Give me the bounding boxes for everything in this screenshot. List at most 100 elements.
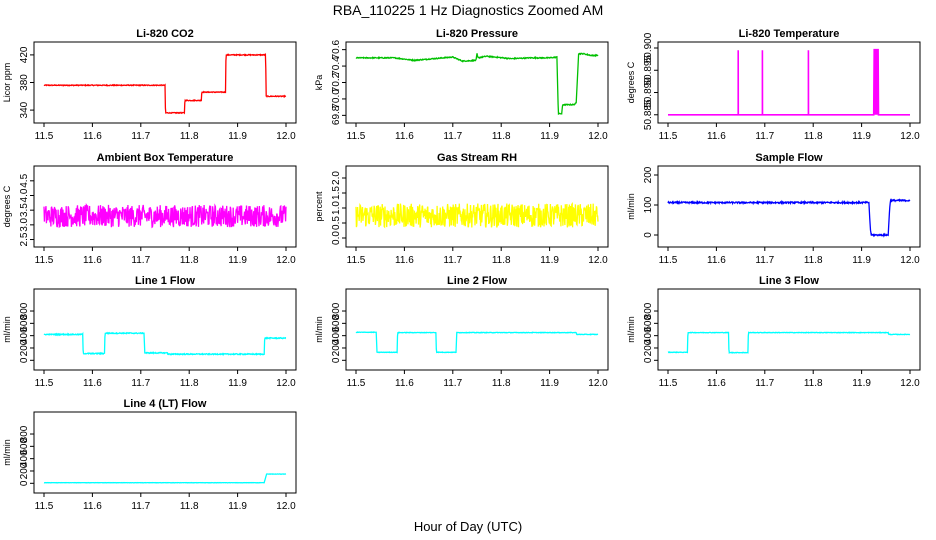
x-tick-label: 11.9: [228, 131, 247, 142]
x-tick-label: 11.8: [492, 255, 511, 266]
y-tick-label: 200: [643, 339, 654, 356]
plot-frame: [345, 165, 609, 248]
y-tick-label: 70.4: [331, 56, 342, 76]
y-tick-label: 340: [19, 101, 30, 118]
x-tick-label: 11.9: [852, 255, 871, 266]
panel-title: Li-820 Pressure: [436, 28, 518, 40]
series-line: [667, 331, 911, 355]
plot-frame: [345, 288, 609, 371]
x-tick-label: 11.8: [180, 378, 199, 389]
x-tick-label: 11.5: [35, 378, 54, 389]
y-tick-label: 0.0: [331, 231, 342, 245]
y-tick-label: 50.895: [643, 55, 654, 86]
panel-6: Sample Flow ml/min 0 100 200 11.5 11.6 11.7 11.8…: [626, 152, 921, 266]
y-tick-label: 1.0: [331, 201, 342, 215]
x-tick-label: 11.8: [804, 255, 823, 266]
y-axis-label: ml/min: [314, 316, 324, 343]
x-tick-label: 11.6: [83, 501, 102, 512]
series-line: [668, 48, 910, 116]
panel-title: Line 3 Flow: [759, 275, 819, 287]
y-axis-label: kPa: [314, 75, 324, 91]
series-line: [43, 331, 287, 357]
series-line: [43, 52, 287, 115]
y-axis-label: degrees C: [2, 185, 12, 227]
y-tick-label: 200: [331, 339, 342, 356]
x-tick-label: 11.5: [659, 255, 678, 266]
x-tick-label: 11.7: [131, 378, 150, 389]
figure-x-axis-label: Hour of Day (UTC): [414, 519, 522, 534]
y-tick-label: 3.5: [19, 203, 30, 217]
x-tick-label: 11.8: [180, 131, 199, 142]
y-tick-label: 100: [643, 196, 654, 213]
x-tick-label: 11.7: [443, 378, 462, 389]
x-tick-label: 11.7: [131, 131, 150, 142]
x-tick-label: 11.6: [395, 378, 414, 389]
panel-title: Sample Flow: [755, 152, 823, 164]
x-tick-label: 11.5: [659, 131, 678, 142]
y-tick-label: 200: [643, 166, 654, 183]
y-tick-label: 400: [643, 327, 654, 344]
y-tick-label: 70.2: [331, 72, 342, 92]
x-tick-label: 11.5: [35, 255, 54, 266]
x-tick-label: 11.6: [395, 255, 414, 266]
y-tick-label: 2.5: [19, 232, 30, 246]
y-tick-label: 50.890: [643, 77, 654, 108]
panel-title: Line 2 Flow: [447, 275, 507, 287]
x-tick-label: 11.6: [707, 255, 726, 266]
x-tick-label: 11.6: [83, 255, 102, 266]
y-tick-label: 0: [643, 357, 654, 363]
plot-frame: [33, 165, 297, 248]
y-tick-label: 200: [19, 462, 30, 479]
y-tick-label: 69.8: [331, 105, 342, 125]
y-tick-label: 400: [331, 327, 342, 344]
x-tick-label: 11.5: [347, 378, 366, 389]
y-tick-label: 400: [19, 327, 30, 344]
series-line: [355, 331, 599, 354]
y-tick-label: 0: [19, 480, 30, 486]
y-tick-label: 70.6: [331, 39, 342, 59]
x-tick-label: 11.6: [83, 378, 102, 389]
y-axis-label: degrees C: [626, 61, 636, 103]
x-tick-label: 12.0: [276, 131, 296, 142]
plot-frame: [657, 288, 921, 371]
panel-grid: Li-820 CO2 Licor ppm 340 380 420 11.5 11.6 11.7…: [2, 28, 921, 512]
series-line: [43, 473, 287, 484]
x-tick-label: 11.8: [804, 378, 823, 389]
y-tick-label: 800: [331, 302, 342, 319]
y-tick-label: 420: [19, 46, 30, 63]
x-tick-label: 11.7: [443, 255, 462, 266]
y-tick-label: 0.5: [331, 216, 342, 230]
series-line: [667, 198, 911, 238]
x-tick-label: 12.0: [900, 255, 920, 266]
series-line: [355, 52, 599, 116]
y-tick-label: 0: [331, 357, 342, 363]
y-tick-label: 2.0: [331, 171, 342, 185]
panel-title: Li-820 Temperature: [739, 28, 840, 40]
plot-frame: [33, 288, 297, 371]
x-tick-label: 11.7: [755, 131, 774, 142]
y-axis-label: ml/min: [2, 316, 12, 343]
x-tick-label: 11.8: [492, 378, 511, 389]
y-tick-label: 70.0: [331, 89, 342, 109]
x-tick-label: 12.0: [900, 131, 920, 142]
panel-1: Li-820 CO2 Licor ppm 340 380 420 11.5 11.6 11.7…: [2, 28, 297, 142]
x-tick-label: 11.8: [492, 131, 511, 142]
x-tick-label: 11.8: [180, 501, 199, 512]
x-tick-label: 12.0: [588, 131, 608, 142]
y-tick-label: 600: [643, 315, 654, 332]
x-tick-label: 11.5: [35, 131, 54, 142]
x-tick-label: 11.9: [852, 131, 871, 142]
y-tick-label: 200: [19, 339, 30, 356]
panel-title: Line 1 Flow: [135, 275, 195, 287]
y-tick-label: 800: [19, 302, 30, 319]
panel-title: Gas Stream RH: [437, 152, 517, 164]
y-tick-label: 0: [643, 232, 654, 238]
y-tick-label: 50.885: [643, 99, 654, 130]
x-tick-label: 11.9: [540, 255, 559, 266]
